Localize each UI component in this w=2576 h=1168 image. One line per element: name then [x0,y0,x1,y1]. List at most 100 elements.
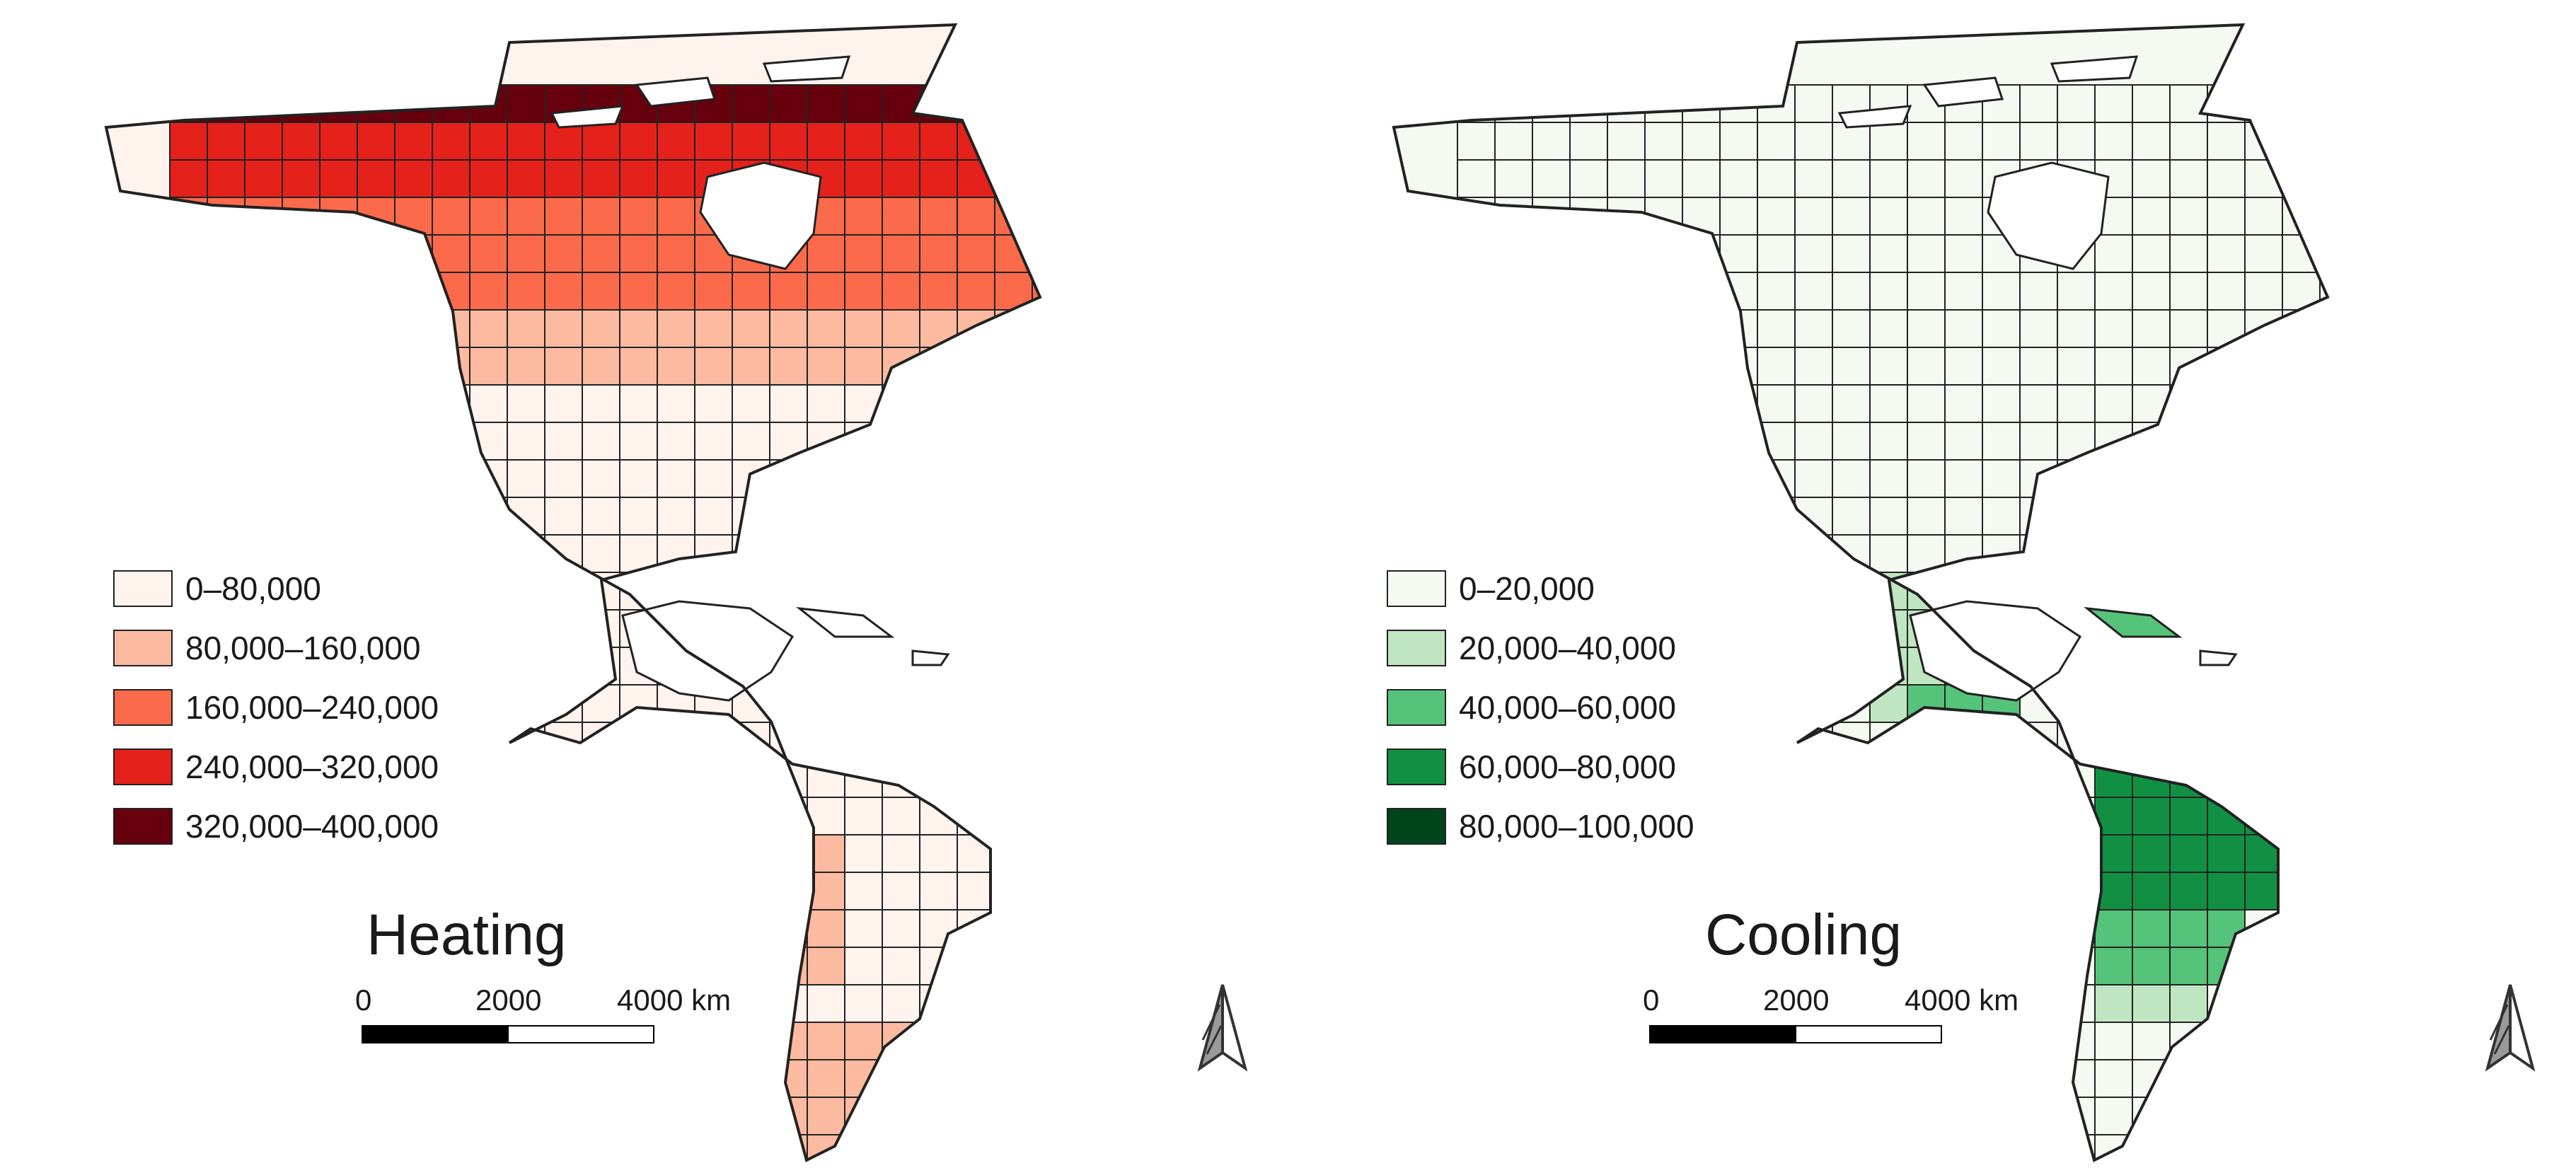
grid-cell [2132,197,2171,236]
grid-cell [769,572,808,611]
grid-cell [2244,309,2283,348]
grid-cell [282,1134,320,1160]
grid-cell [582,1059,620,1098]
grid-cell [1757,797,1796,835]
grid-cell [957,647,995,686]
grid-cell [432,1097,470,1135]
grid-cell [1494,309,1533,348]
grid-cell [2319,497,2328,536]
grid-cell [807,1059,845,1098]
grid-cell [319,122,358,161]
grid-cell [1457,84,1496,123]
grid-cell [282,909,320,948]
grid-cell [2169,797,2208,835]
grid-cell [2244,1134,2283,1160]
grid-cell [919,497,958,536]
grid-cell [994,84,1033,123]
grid-cell [2169,1097,2208,1135]
grid-cell [469,684,508,723]
grid-cell [844,534,883,573]
grid-cell [732,572,770,611]
grid-cell [994,834,1033,873]
grid-cell [694,797,733,835]
grid-cell [2207,422,2246,461]
grid-cell [957,497,995,536]
grid-cell [1644,909,1683,948]
grid-cell [1494,347,1533,386]
grid-cell [2019,759,2058,798]
grid-cell [169,422,208,461]
grid-cell [2207,722,2246,761]
grid-cell [319,309,358,348]
grid-cell [1032,722,1040,761]
grid-cell [1907,684,1946,723]
grid-cell [1682,497,1721,536]
grid-cell [1607,197,1646,236]
grid-cell [169,984,208,1023]
grid-cell [169,309,208,348]
grid-cell [1794,272,1833,311]
grid-cell [1494,947,1533,985]
grid-cell [319,347,358,386]
legend-item: 0–80,000 [113,559,439,618]
grid-cell [1719,1134,1758,1160]
grid-cell [1532,459,1571,498]
grid-cell [2169,84,2208,123]
grid-cell [1532,1134,1571,1160]
grid-cell [207,1059,246,1098]
grid-cell [1719,1097,1758,1135]
grid-cell [657,722,695,761]
grid-cell [207,347,246,386]
grid-cell [657,759,695,798]
grid-cell [394,84,433,123]
grid-cell [2207,384,2246,423]
grid-cell [2094,534,2133,573]
grid-cell [2094,272,2133,311]
grid-cell [2057,722,2096,761]
grid-cell [394,347,433,386]
legend-swatch [1387,748,1446,785]
grid-cell [1607,1059,1646,1098]
grid-cell [1494,384,1533,423]
grid-cell [619,797,658,835]
grid-cell [2282,947,2321,985]
grid-cell [1869,834,1908,873]
grid-cell [919,197,958,236]
grid-cell [919,609,958,648]
grid-cell [544,459,583,498]
grid-cell [2132,534,2171,573]
grid-cell [469,84,508,123]
grid-cell [1982,759,2021,798]
grid-cell [1494,1022,1533,1060]
grid-cell [469,497,508,536]
grid-cell [282,947,320,985]
grid-cell [394,459,433,498]
grid-cell [2319,647,2328,686]
grid-cell [807,722,845,761]
grid-cell [694,909,733,948]
grid-cell [1532,234,1571,273]
grid-cell [2319,84,2328,123]
grid-cell [844,309,883,348]
grid-cell [957,422,995,461]
grid-cell [1944,384,1983,423]
grid-cell [769,84,808,123]
grid-cell [2244,197,2283,236]
grid-cell [319,84,358,123]
grid-cell [1944,159,1983,198]
grid-cell [2207,1097,2246,1135]
grid-cell [282,234,320,273]
legend-item: 0–20,000 [1387,559,1694,618]
grid-cell [807,272,845,311]
grid-cell [1032,1097,1040,1135]
grid-cell [1719,647,1758,686]
grid-cell [2019,984,2058,1023]
grid-cell [1907,459,1946,498]
grid-cell [357,459,395,498]
grid-cell [2207,572,2246,611]
grid-cell [394,159,433,198]
grid-cell [1032,1059,1040,1098]
grid-cell [2169,609,2208,648]
grid-cell [1532,272,1571,311]
grid-cell [1494,872,1533,910]
